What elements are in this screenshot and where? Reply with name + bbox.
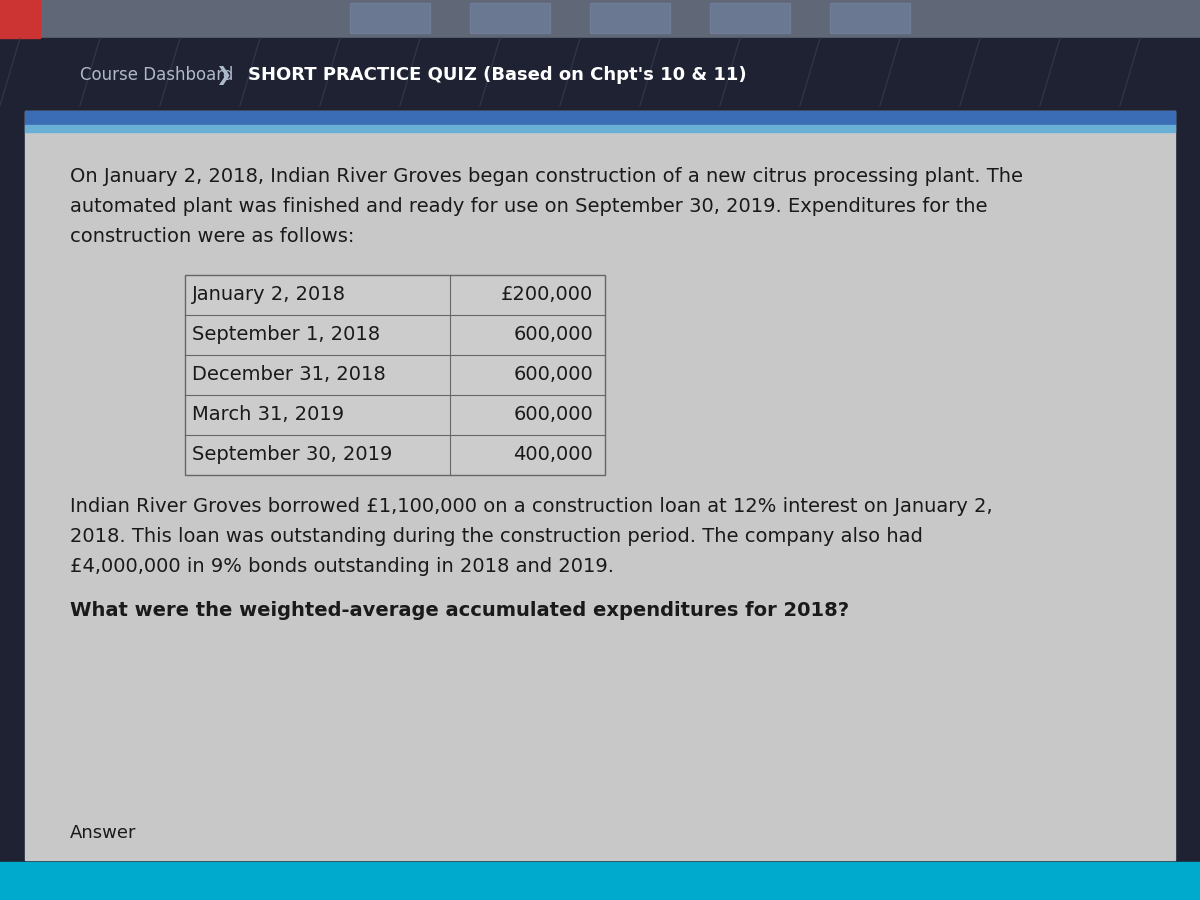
Bar [590, 3, 670, 33]
Text: What were the weighted-average accumulated expenditures for 2018?: What were the weighted-average accumulat… [70, 601, 850, 620]
Text: 600,000: 600,000 [514, 365, 593, 384]
Bar [350, 3, 430, 33]
Bar [710, 3, 790, 33]
Text: SHORT PRACTICE QUIZ (Based on Chpt's 10 & 11): SHORT PRACTICE QUIZ (Based on Chpt's 10 … [248, 67, 746, 85]
Bar [0, 862, 1200, 900]
Text: construction were as follows:: construction were as follows: [70, 227, 354, 246]
Bar [0, 0, 40, 38]
Bar [185, 275, 605, 475]
Bar [470, 3, 550, 33]
Text: 600,000: 600,000 [514, 326, 593, 345]
Text: September 30, 2019: September 30, 2019 [192, 446, 392, 464]
Text: Course Dashboard: Course Dashboard [80, 67, 233, 85]
Bar [25, 125, 1175, 132]
Text: December 31, 2018: December 31, 2018 [192, 365, 385, 384]
Text: ❯: ❯ [215, 66, 232, 85]
Text: 2018. This loan was outstanding during the construction period. The company also: 2018. This loan was outstanding during t… [70, 527, 923, 546]
Text: Indian River Groves borrowed £1,100,000 on a construction loan at 12% interest o: Indian River Groves borrowed £1,100,000 … [70, 497, 992, 516]
Bar [25, 111, 1175, 125]
Text: automated plant was finished and ready for use on September 30, 2019. Expenditur: automated plant was finished and ready f… [70, 197, 988, 216]
Text: On January 2, 2018, Indian River Groves began construction of a new citrus proce: On January 2, 2018, Indian River Groves … [70, 167, 1022, 186]
Text: 400,000: 400,000 [514, 446, 593, 464]
Text: September 1, 2018: September 1, 2018 [192, 326, 380, 345]
Text: January 2, 2018: January 2, 2018 [192, 285, 346, 304]
Text: £4,000,000 in 9% bonds outstanding in 2018 and 2019.: £4,000,000 in 9% bonds outstanding in 20… [70, 557, 614, 576]
Bar [830, 3, 910, 33]
Text: Answer: Answer [70, 824, 137, 842]
Text: £200,000: £200,000 [500, 285, 593, 304]
Text: 600,000: 600,000 [514, 406, 593, 425]
Bar [185, 275, 605, 475]
Bar [25, 111, 1175, 860]
Bar [0, 0, 1200, 38]
Bar [0, 38, 1200, 106]
Text: March 31, 2019: March 31, 2019 [192, 406, 344, 425]
